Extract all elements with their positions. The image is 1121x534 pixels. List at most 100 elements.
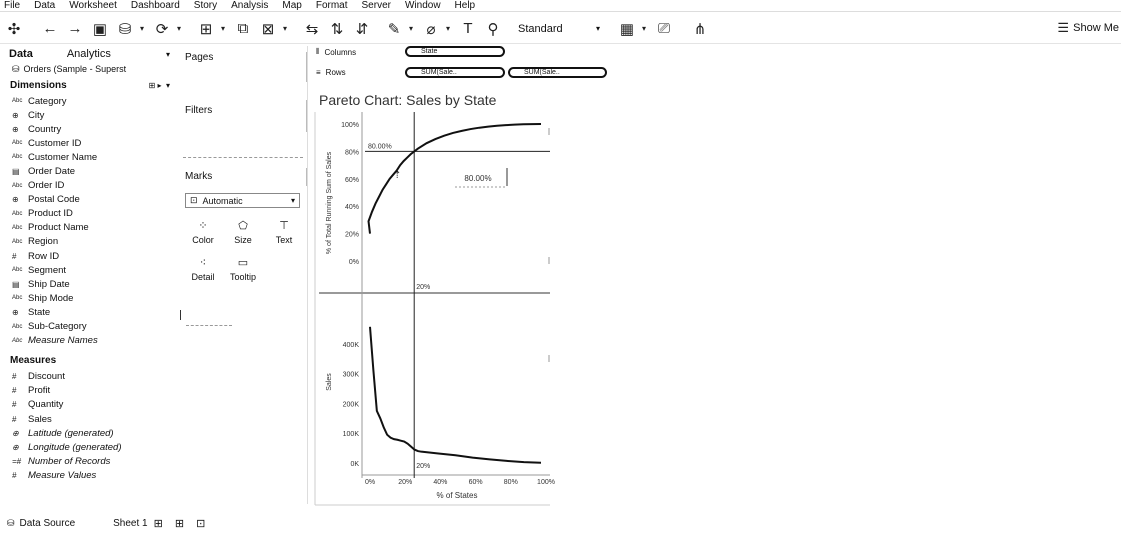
field-item[interactable]: Abc Product Name [0,221,176,235]
field-item[interactable]: Abc Sub-Category [0,320,176,334]
show-hide-cards-icon[interactable]: ▦ [619,20,635,38]
field-item[interactable]: # Row ID [0,249,176,263]
field-item[interactable]: ▤ Ship Date [0,277,176,291]
pause-updates-icon[interactable]: ⟳ [155,20,169,38]
field-item[interactable]: ⊕ Country [0,122,176,136]
marks-type-select[interactable]: ⊡ Automatic ▾ [185,193,300,208]
rows-pill-2[interactable]: SUM(Sale.. [508,67,607,78]
clear-sheet-icon[interactable]: ⊠ [261,20,275,38]
field-item[interactable]: # Profit [0,384,176,398]
sort-descending-icon[interactable]: ⇵ [355,20,369,38]
field-item[interactable]: Abc Measure Names [0,334,176,348]
field-item[interactable]: # Measure Values [0,468,176,482]
chevron-down-icon[interactable]: ▾ [408,24,413,33]
field-item[interactable]: ▤ Order Date [0,164,176,178]
columns-shelf-label: ⦀ Columns [316,47,356,57]
field-item[interactable]: Abc Customer Name [0,150,176,164]
undo-icon[interactable]: ← [42,20,58,37]
cursor-icon: ⇡ [393,170,401,181]
bottom-y-tick-label: 300K [343,372,360,379]
sort-ascending-icon[interactable]: ⇅ [330,20,344,38]
menu-item-map[interactable]: Map [282,0,302,11]
duplicate-sheet-icon[interactable]: ⧉ [237,20,249,37]
save-icon[interactable]: ▣ [92,20,108,38]
field-item[interactable]: Abc Category [0,94,176,108]
calc-field-icon: =# [12,456,22,466]
chevron-down-icon[interactable]: ▾ [176,24,181,33]
rows-pill-1[interactable]: SUM(Sale.. [405,67,505,78]
redo-icon[interactable]: → [67,20,83,37]
field-item[interactable]: ⊕ Postal Code [0,193,176,207]
size-button[interactable]: ⬠ Size [225,215,261,249]
chevron-down-icon[interactable]: ▾ [641,24,646,33]
detail-button[interactable]: ⁖ Detail [185,252,221,286]
field-item[interactable]: ⊕ City [0,108,176,122]
tab-analytics[interactable]: Analytics [66,48,111,60]
show-me-button[interactable]: ☰ Show Me [1052,18,1119,38]
data-source-tab[interactable]: ⛁ Data Source [7,518,75,529]
string-field-icon: Abc [12,140,23,147]
labels-icon[interactable]: T [463,20,473,37]
field-label: Quantity [28,399,64,411]
field-item[interactable]: ⊕ Latitude (generated) [0,426,176,440]
color-button[interactable]: ⁘ Color [185,215,221,249]
field-item[interactable]: Abc Product ID [0,207,176,221]
menu-item-help[interactable]: Help [454,0,476,11]
menu-item-analysis[interactable]: Analysis [231,0,269,11]
columns-pill-state[interactable]: State [405,46,505,57]
field-item[interactable]: # Discount [0,370,176,384]
field-item[interactable]: Abc Order ID [0,179,176,193]
pin-icon[interactable]: ⚲ [487,20,499,38]
size-icon: ⬠ [238,220,248,232]
field-label: City [28,109,45,121]
menu-item-story[interactable]: Story [193,0,218,11]
chevron-down-icon[interactable]: ▾ [139,24,144,33]
group-icon[interactable]: ⌀ [426,20,436,38]
tableau-logo-icon[interactable]: ✣ [7,20,21,38]
field-item[interactable]: Abc Customer ID [0,136,176,150]
tab-data[interactable]: Data [9,48,33,60]
field-item[interactable]: ⊕ Longitude (generated) [0,440,176,454]
chevron-down-icon[interactable]: ▾ [445,24,450,33]
field-item[interactable]: Abc Region [0,235,176,249]
chevron-down-icon[interactable]: ▾ [220,24,225,33]
new-worksheet-icon[interactable]: ⊞ [199,20,213,38]
text-button[interactable]: ⊤ Text [266,215,302,249]
datasource-item[interactable]: ⛁ Orders (Sample - Superst [0,62,176,76]
new-story-icon[interactable]: ⊡ [196,518,206,530]
new-dashboard-icon[interactable]: ⊞ [174,518,185,530]
menu-item-dashboard[interactable]: Dashboard [130,0,180,11]
menu-item-worksheet[interactable]: Worksheet [69,0,117,11]
new-worksheet-icon[interactable]: ⊞ [153,518,163,530]
menu-item-data[interactable]: Data [34,0,56,11]
x-tick-label: 20% [398,479,412,486]
geo-field-icon: ⊕ [12,307,19,317]
sheet-tab[interactable]: Sheet 1 [113,518,148,529]
share-icon[interactable]: ⋔ [693,20,707,38]
highlight-icon[interactable]: ✎ [387,20,401,38]
field-item[interactable]: # Quantity [0,398,176,412]
menu-item-server[interactable]: Server [361,0,391,11]
chevron-down-icon[interactable]: ▾ [165,49,170,59]
presentation-mode-icon[interactable]: ⎚ [657,20,670,37]
tooltip-button[interactable]: ▭ Tooltip [225,252,261,286]
new-data-source-icon[interactable]: ⛁ [118,20,132,38]
string-field-icon: Abc [12,210,23,217]
tooltip-label: Tooltip [229,272,256,282]
field-item[interactable]: =# Number of Records [0,454,176,468]
menu-item-file[interactable]: File [4,0,21,11]
field-item[interactable]: Abc Ship Mode [0,291,176,305]
menu-item-format[interactable]: Format [315,0,348,11]
database-icon: ⛁ [7,518,15,528]
swap-rows-columns-icon[interactable]: ⇆ [305,20,319,38]
dimensions-header: Dimensions ⊞ ▸ ▾ [0,76,176,94]
menu-item-window[interactable]: Window [404,0,441,11]
field-item[interactable]: # Sales [0,412,176,426]
field-label: Ship Mode [28,292,74,304]
field-item[interactable]: Abc Segment [0,263,176,277]
chevron-down-icon[interactable]: ▾ [282,24,287,33]
dimension-tools-icon[interactable]: ⊞ ▸ ▾ [148,80,170,90]
rows-label: Rows [325,68,346,77]
fit-select[interactable]: Standard ▾ [516,20,602,38]
field-item[interactable]: ⊕ State [0,305,176,319]
